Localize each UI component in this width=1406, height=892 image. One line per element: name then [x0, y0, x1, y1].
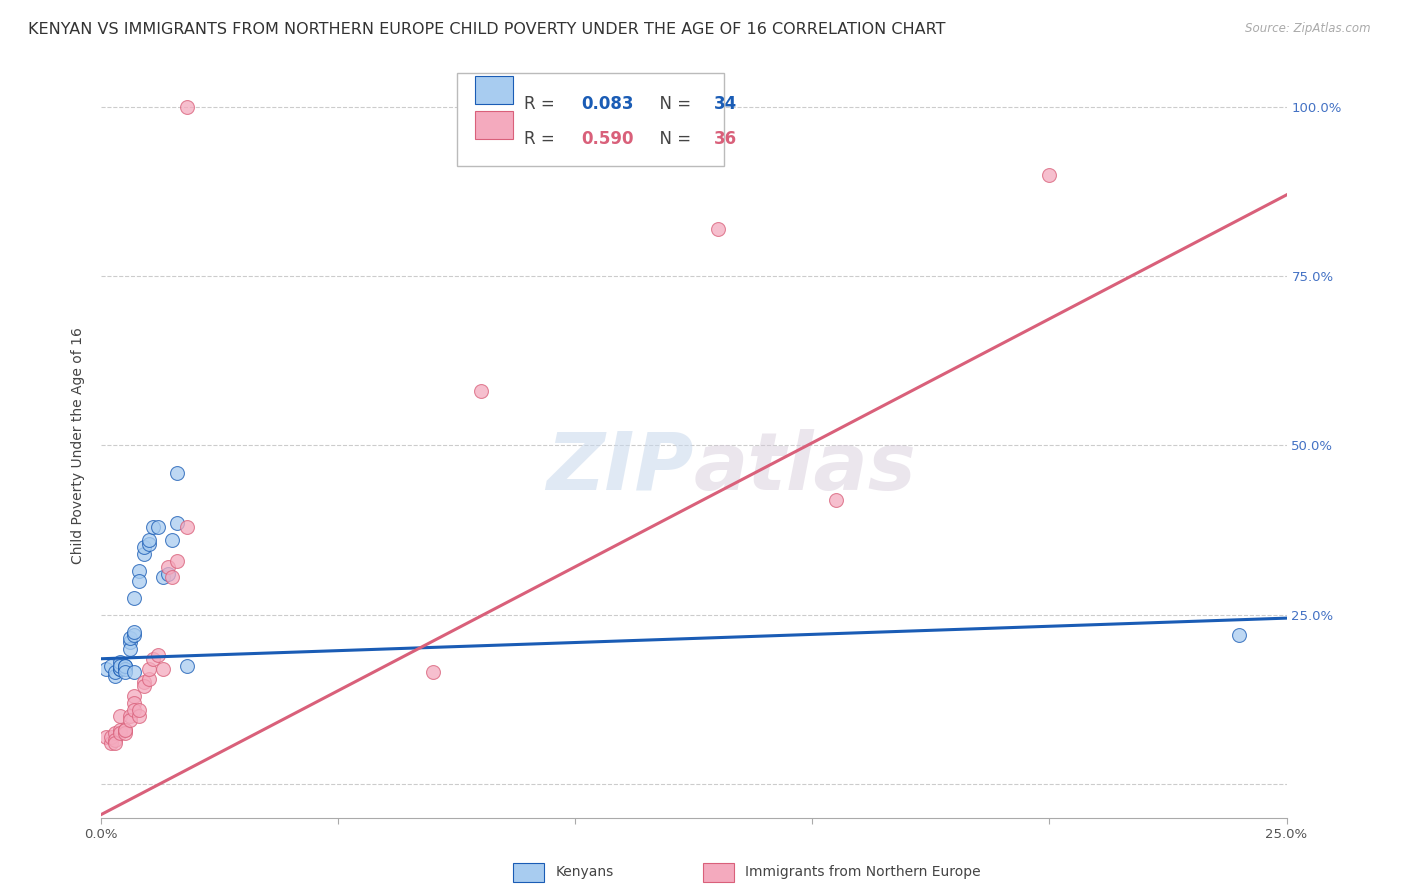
Point: [422, 665, 444, 680]
Text: Source: ZipAtlas.com: Source: ZipAtlas.com: [1246, 22, 1371, 36]
Text: R =: R =: [524, 130, 561, 148]
Text: 34: 34: [714, 95, 737, 113]
Point: [156, 567, 179, 582]
Point: [156, 560, 179, 574]
Point: [138, 672, 160, 686]
Point: [108, 723, 131, 737]
Point: [128, 564, 150, 578]
Text: Kenyans: Kenyans: [555, 865, 613, 880]
Point: [124, 689, 146, 703]
Point: [132, 679, 155, 693]
Point: [118, 709, 141, 723]
Point: [138, 662, 160, 676]
Point: [142, 652, 165, 666]
Point: [124, 702, 146, 716]
FancyBboxPatch shape: [475, 111, 513, 139]
Point: [108, 662, 131, 676]
Point: [124, 628, 146, 642]
Point: [138, 533, 160, 548]
Point: [166, 553, 188, 567]
Point: [706, 221, 728, 235]
Point: [114, 658, 136, 673]
Point: [104, 733, 127, 747]
Point: [118, 713, 141, 727]
Point: [100, 736, 122, 750]
Text: atlas: atlas: [695, 429, 917, 507]
Point: [176, 519, 198, 533]
Point: [108, 726, 131, 740]
Point: [114, 723, 136, 737]
Point: [128, 709, 150, 723]
Point: [162, 533, 184, 548]
Text: N =: N =: [648, 130, 696, 148]
Text: 0.590: 0.590: [581, 130, 634, 148]
Text: 36: 36: [714, 130, 737, 148]
Point: [94, 730, 117, 744]
Point: [118, 641, 141, 656]
Point: [152, 570, 174, 584]
Point: [166, 466, 188, 480]
Point: [114, 662, 136, 676]
Point: [124, 696, 146, 710]
Point: [114, 723, 136, 737]
Y-axis label: Child Poverty Under the Age of 16: Child Poverty Under the Age of 16: [72, 327, 86, 564]
Text: R =: R =: [524, 95, 561, 113]
Point: [124, 591, 146, 605]
Text: N =: N =: [648, 95, 696, 113]
Point: [100, 730, 122, 744]
Point: [146, 519, 169, 533]
Point: [132, 547, 155, 561]
Point: [152, 662, 174, 676]
Point: [124, 665, 146, 680]
Point: [108, 662, 131, 676]
Point: [162, 570, 184, 584]
Point: [118, 632, 141, 646]
Point: [108, 655, 131, 669]
Text: 0.083: 0.083: [581, 95, 634, 113]
Point: [142, 519, 165, 533]
Point: [114, 665, 136, 680]
Point: [146, 648, 169, 663]
Point: [108, 658, 131, 673]
Point: [94, 662, 117, 676]
Point: [176, 100, 198, 114]
Point: [1038, 168, 1060, 182]
FancyBboxPatch shape: [475, 76, 513, 104]
Point: [104, 665, 127, 680]
Point: [176, 658, 198, 673]
Point: [104, 726, 127, 740]
Point: [108, 709, 131, 723]
Point: [100, 658, 122, 673]
Point: [118, 635, 141, 649]
Point: [128, 574, 150, 588]
Text: KENYAN VS IMMIGRANTS FROM NORTHERN EUROPE CHILD POVERTY UNDER THE AGE OF 16 CORR: KENYAN VS IMMIGRANTS FROM NORTHERN EUROP…: [28, 22, 946, 37]
Point: [104, 669, 127, 683]
Point: [124, 624, 146, 639]
Point: [1227, 628, 1250, 642]
Point: [104, 736, 127, 750]
Text: ZIP: ZIP: [547, 429, 695, 507]
Text: Immigrants from Northern Europe: Immigrants from Northern Europe: [745, 865, 981, 880]
Point: [114, 726, 136, 740]
Point: [132, 540, 155, 554]
Point: [114, 658, 136, 673]
Point: [166, 516, 188, 531]
Point: [138, 536, 160, 550]
FancyBboxPatch shape: [457, 73, 724, 166]
Point: [128, 702, 150, 716]
Point: [470, 384, 492, 399]
Point: [825, 492, 848, 507]
Point: [132, 675, 155, 690]
